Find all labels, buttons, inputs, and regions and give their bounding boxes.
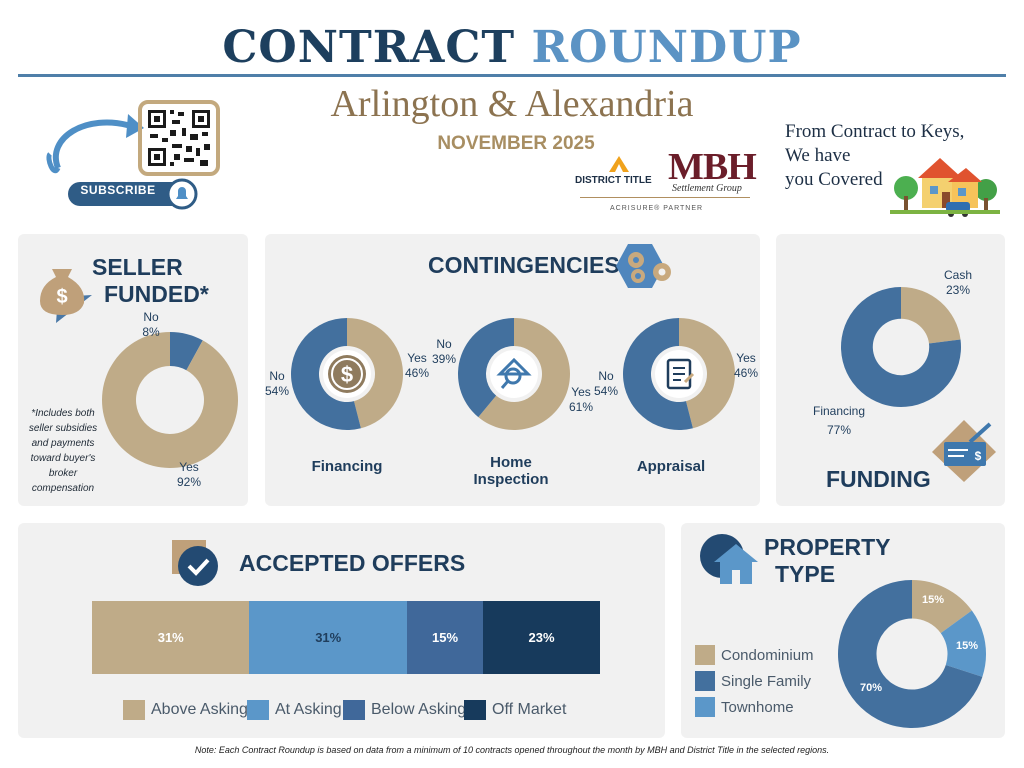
svg-text:$: $: [56, 286, 67, 308]
seller-footnote: *Includes both seller subsidies and payme…: [28, 408, 98, 494]
house-illustration-icon: [890, 158, 1000, 217]
property-type-heading-1: PROPERTY: [764, 534, 891, 560]
inspection-yes-label: Yes 61%: [568, 385, 594, 414]
offers-legend-item: Off Market: [464, 700, 566, 720]
donut-slice-yes: [347, 318, 404, 429]
legend-swatch: [343, 700, 365, 720]
page-title: CONTRACT ROUNDUP: [0, 22, 1024, 73]
legend-label: Above Asking: [151, 701, 248, 718]
single-family-pct-label: 70%: [860, 682, 883, 694]
townhome-pct-label: 15%: [956, 640, 979, 652]
contingencies-heading: CONTINGENCIES: [428, 252, 620, 278]
donut-slice-yes: [679, 318, 735, 429]
property-type-heading-2: TYPE: [775, 561, 836, 587]
district-title-logo: DISTRICT TITLE: [575, 175, 652, 186]
inspection-caption: Home Inspection: [473, 454, 549, 488]
seller-funded-heading-1: SELLER: [92, 254, 183, 280]
svg-text:$: $: [975, 449, 982, 463]
accepted-offers-heading: ACCEPTED OFFERS: [239, 550, 466, 576]
legend-swatch: [695, 697, 715, 717]
legend-swatch: [247, 700, 269, 720]
funding-cash-label: Cash 23%: [943, 268, 972, 297]
gears-icon: [616, 244, 671, 288]
qr-code-icon[interactable]: [148, 110, 210, 166]
offers-bar-segment: 15%: [406, 601, 484, 674]
offers-legend-item: Below Asking: [343, 700, 466, 720]
donut-slice-condominium: [912, 580, 972, 634]
legend-swatch: [695, 671, 715, 691]
home-inspection-donut: [458, 318, 570, 430]
mbh-logo: MBH: [668, 146, 757, 188]
donut-slice-no: [170, 332, 203, 371]
legend-condominium: Condominium: [695, 645, 814, 665]
subscribe-button[interactable]: SUBSCRIBE: [80, 183, 156, 197]
header-divider: [18, 74, 1006, 77]
seller-funded-donut: [101, 332, 238, 468]
financing-caption: Financing: [311, 458, 383, 475]
financing-yes-label: Yes 46%: [404, 351, 430, 380]
funding-heading: FUNDING: [826, 466, 931, 492]
financing-no-label: No 54%: [264, 369, 290, 398]
donut-slice-no: [291, 318, 361, 430]
checklist-icon: [655, 350, 703, 398]
district-title-logo-icon: [609, 156, 629, 172]
mbh-sub-logo: Settlement Group: [672, 183, 742, 194]
acrisure-partner: ACRISURE® PARTNER: [610, 205, 704, 212]
offers-bar-segment: 31%: [92, 601, 250, 674]
donut-slice-cash: [901, 287, 961, 344]
legend-swatch: [695, 645, 715, 665]
legend-label: Below Asking: [371, 701, 467, 718]
funding-financing-label: Financing 77%: [812, 404, 866, 437]
funding-donut: [841, 287, 961, 407]
legend-swatch: [123, 700, 145, 720]
check-payment-icon: $: [932, 420, 996, 482]
offers-legend-item: Above Asking: [123, 700, 248, 720]
legend-townhome: Townhome: [695, 697, 794, 717]
offers-legend-item: At Asking: [247, 700, 342, 720]
seller-yes-label: Yes 92%: [176, 460, 202, 489]
legend-swatch: [464, 700, 486, 720]
region-title: Arlington & Alexandria: [330, 83, 694, 125]
legend-single-family: Single Family: [695, 671, 811, 691]
arrow-head-icon: [126, 114, 144, 138]
tagline: From Contract to Keys, We have you Cover…: [785, 121, 965, 190]
appraisal-caption: Appraisal: [636, 458, 706, 475]
logo-divider: [580, 197, 750, 198]
donut-slice-no: [458, 318, 514, 418]
inspection-no-label: No 39%: [431, 337, 457, 366]
financing-donut: [291, 318, 404, 430]
donut-slice-yes: [101, 332, 238, 468]
seller-funded-heading-2: FUNDED*: [104, 281, 209, 307]
dollar-coin-icon: $: [323, 350, 371, 398]
appraisal-no-label: No 54%: [593, 369, 619, 398]
offers-bar-segment: 23%: [483, 601, 600, 674]
donut-slice-single-family: [838, 580, 983, 728]
qr-subscribe-graphic[interactable]: [36, 98, 226, 216]
svg-text:$: $: [341, 362, 353, 387]
checkmark-badge-icon: [172, 540, 218, 586]
offers-bar-segment: 31%: [249, 601, 407, 674]
legend-label: Off Market: [492, 701, 567, 718]
condo-pct-label: 15%: [922, 594, 945, 606]
title-contract: CONTRACT: [222, 22, 516, 73]
donut-slice-townhome: [940, 610, 986, 677]
seller-no-label: No 8%: [142, 310, 160, 339]
subscribe-button-bg[interactable]: [68, 182, 196, 206]
qr-frame: [138, 100, 220, 176]
appraisal-donut: [623, 318, 735, 430]
donut-slice-no: [623, 318, 693, 430]
footer-note: Note: Each Contract Roundup is based on …: [194, 745, 830, 755]
bell-icon: [176, 187, 188, 199]
house-icon: [700, 534, 758, 584]
legend-label: At Asking: [275, 701, 342, 718]
property-type-donut: [838, 580, 986, 728]
donut-slice-yes: [478, 318, 570, 430]
money-bag-icon: $: [40, 269, 92, 323]
donut-slice-financing: [841, 287, 961, 407]
arrow-icon: [53, 119, 132, 170]
title-roundup: ROUNDUP: [531, 22, 802, 73]
month-label: NOVEMBER 2025: [437, 133, 595, 154]
appraisal-yes-label: Yes 46%: [733, 351, 759, 380]
home-inspection-icon: [490, 350, 538, 398]
